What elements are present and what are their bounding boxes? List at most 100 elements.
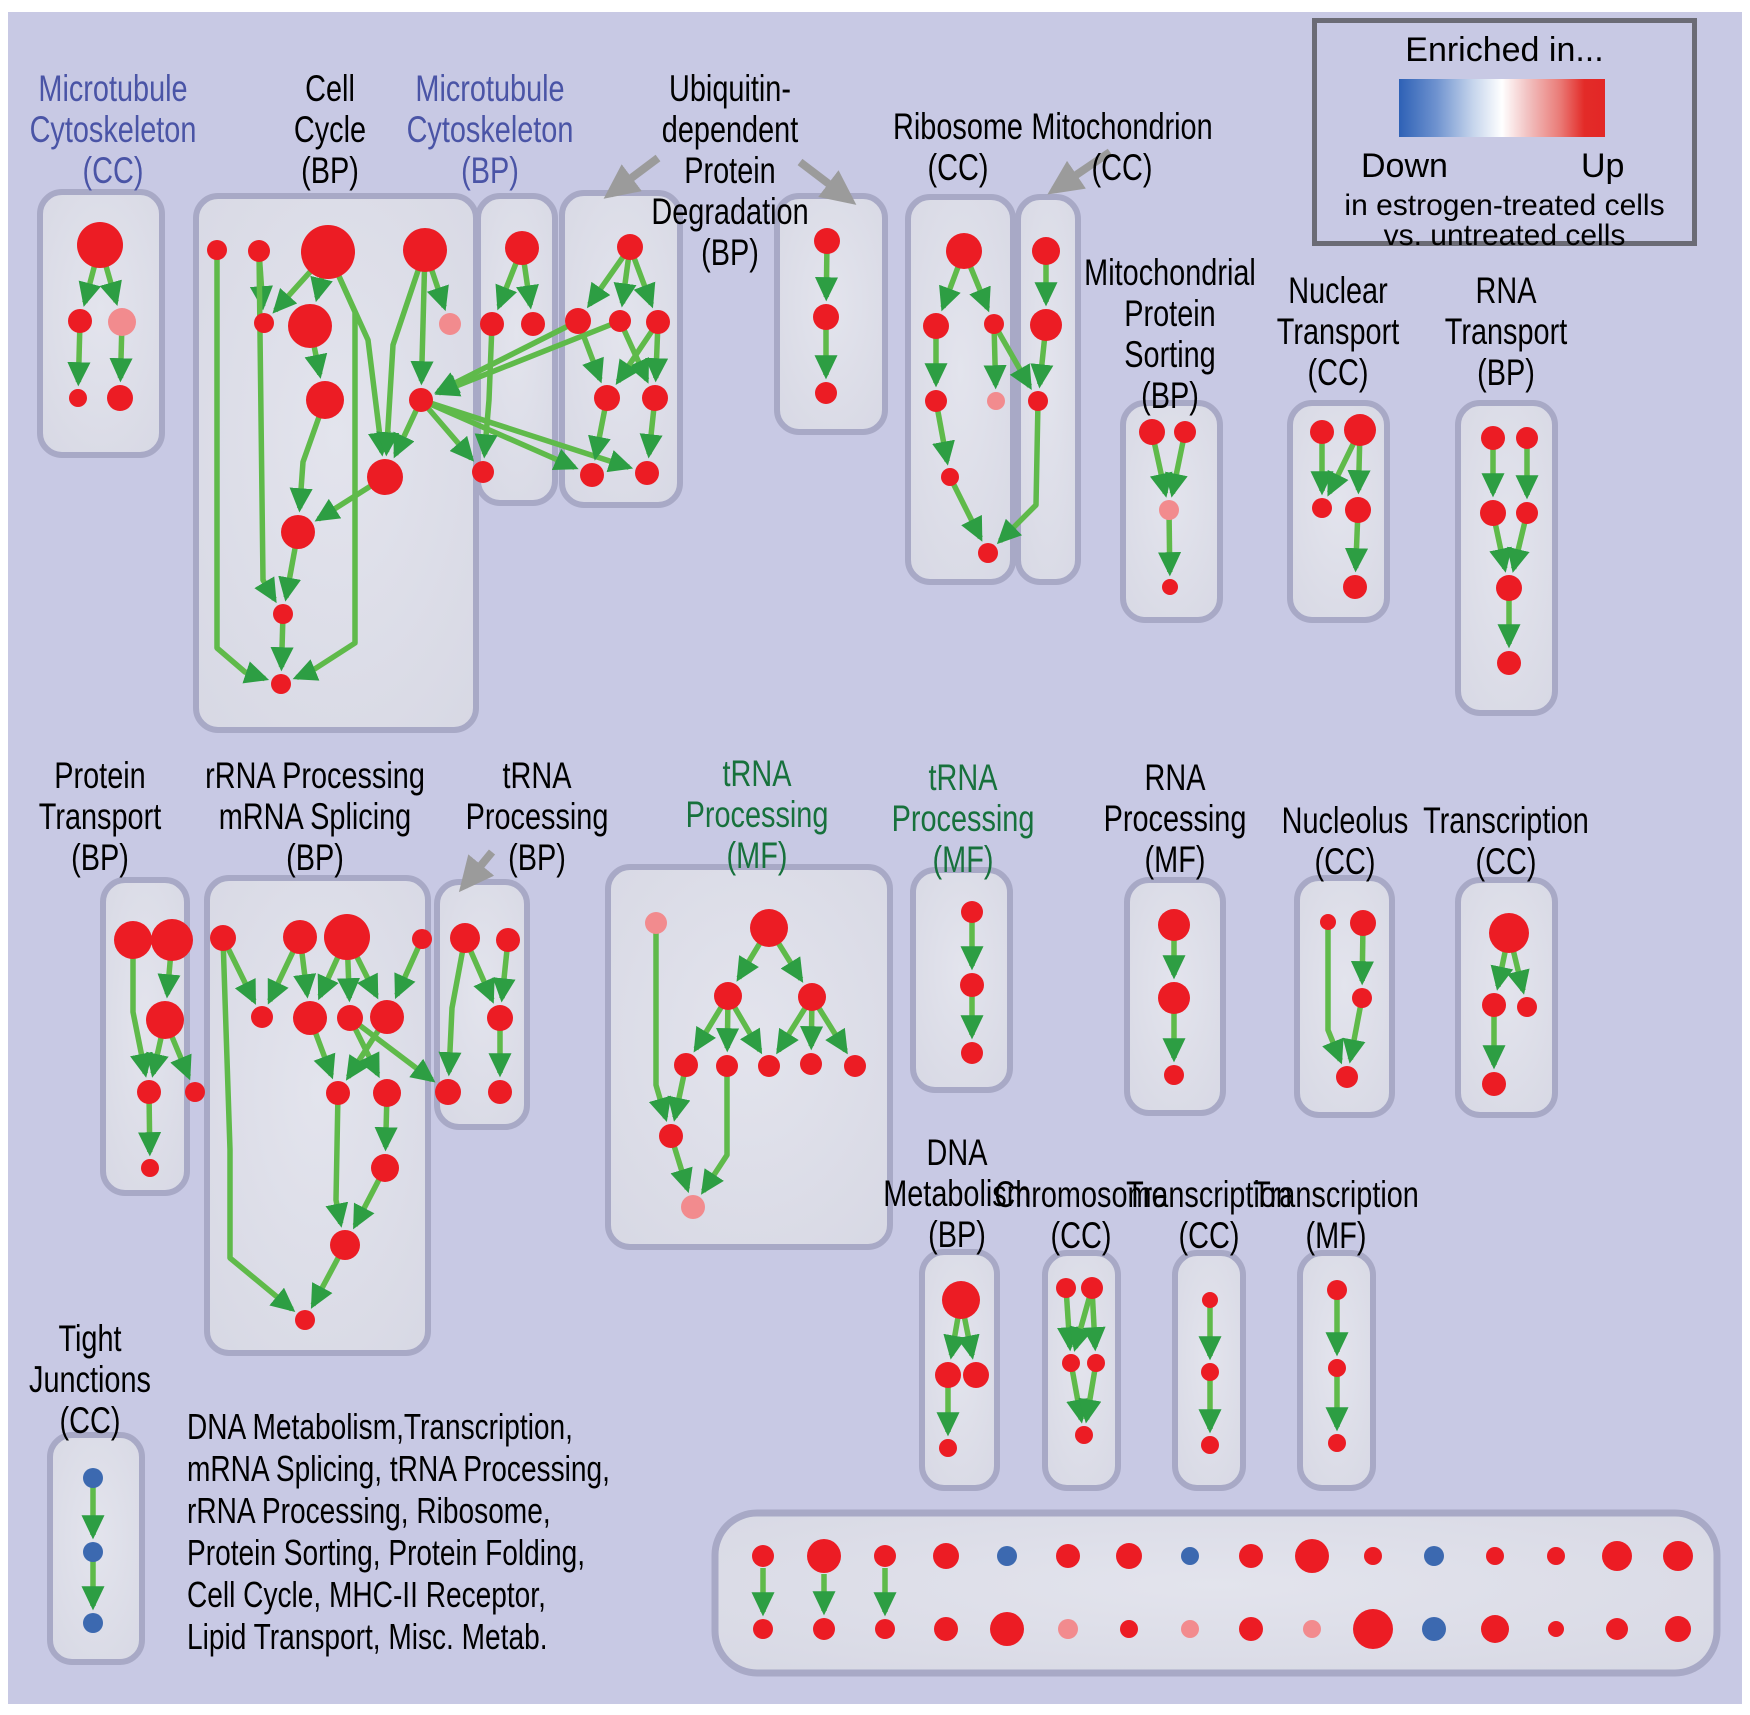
node-chrom-b <box>1075 1426 1093 1444</box>
node-tmf1-b4 <box>800 1053 822 1075</box>
node-nucl-mr <box>1352 988 1372 1008</box>
node-rrna-r9 <box>326 1081 350 1105</box>
node-grid-col7-top <box>1116 1543 1142 1569</box>
node-nucl-tl <box>1320 914 1336 930</box>
node-cc_bp-n10 <box>367 459 403 495</box>
node-tbp-t2 <box>496 928 520 952</box>
node-trcc3-m <box>1201 1363 1219 1381</box>
node-rrna-r10 <box>373 1079 401 1107</box>
edge-cc_bp-n3-to-n13 <box>292 250 358 681</box>
node-grid-col10-top <box>1295 1539 1329 1573</box>
node-grid-col7-bottom <box>1120 1620 1138 1638</box>
node-chrom-m1 <box>1062 1354 1080 1372</box>
node-trcc2-mr <box>1517 997 1537 1017</box>
node-mt_bp-m1 <box>480 312 504 336</box>
cluster-box-mt_cc <box>37 189 165 458</box>
node-nucl-b <box>1336 1066 1358 1088</box>
node-grid-col11-bottom <box>1353 1609 1393 1649</box>
node-rib-pk <box>987 392 1005 410</box>
cluster-box-nucl <box>1294 875 1395 1118</box>
node-cc_bp-n11 <box>281 515 315 549</box>
edge-mt_bp-m1-to-b <box>474 323 498 459</box>
edge-rib-mr-to-pk <box>983 323 1007 390</box>
node-chrom-m2 <box>1087 1354 1105 1372</box>
legend-down-label: Down <box>1361 147 1448 185</box>
node-trcc2-ml <box>1482 993 1506 1017</box>
node-grid-col4-top <box>933 1543 959 1569</box>
node-mps-b <box>1162 579 1178 595</box>
node-rib-lo <box>941 468 959 486</box>
edge-tbp-t1-to-b1 <box>438 937 468 1077</box>
edge-rrna-r7-to-tbp_b1 <box>348 1015 436 1083</box>
edge-cc_bp-n2-to-n12 <box>254 250 277 604</box>
node-rrna-r1 <box>210 925 236 951</box>
cluster-box-rrna <box>204 875 431 1356</box>
node-rnat-c <box>1496 575 1522 601</box>
node-ubi2-b <box>813 304 839 330</box>
node-mt_cc-a <box>77 222 123 268</box>
node-chrom-t1 <box>1056 1278 1076 1298</box>
node-prot-d <box>137 1080 161 1104</box>
node-cc_bp-n5 <box>254 313 274 333</box>
node-grid-col10-bottom <box>1303 1620 1321 1638</box>
node-mt_cc-c <box>108 308 136 336</box>
node-prot-a <box>114 921 152 959</box>
node-nuct-ml <box>1312 498 1332 518</box>
cluster-box-mixed-grid <box>711 1509 1721 1677</box>
node-mps-tl <box>1139 419 1165 445</box>
node-prot-f <box>141 1159 159 1177</box>
edge-tmf1-pk-to-lo <box>648 923 672 1123</box>
edge-nucl-mr-to-b <box>1342 997 1366 1064</box>
node-trcc2-b <box>1482 1072 1506 1096</box>
node-tmf2-c <box>961 1042 983 1064</box>
node-mito-b <box>1030 309 1062 341</box>
node-rnat-mr <box>1516 502 1538 524</box>
node-cc_bp-n7 <box>439 313 461 335</box>
node-mt_cc-b <box>68 309 92 333</box>
node-prot-e <box>185 1082 205 1102</box>
node-tj-c <box>83 1613 103 1633</box>
node-grid-col6-top <box>1056 1544 1080 1568</box>
network-nodes <box>68 222 1693 1649</box>
node-nucl-tr <box>1350 910 1376 936</box>
legend-title: Enriched in... <box>1405 31 1604 69</box>
node-mps-md <box>1159 500 1179 520</box>
node-grid-col8-top <box>1181 1547 1199 1565</box>
node-rrna-r7 <box>337 1005 363 1031</box>
node-rib-bt <box>978 543 998 563</box>
node-tbp-b1 <box>435 1079 461 1105</box>
node-trcc2-big <box>1489 913 1529 953</box>
node-grid-col11-top <box>1364 1547 1382 1565</box>
node-nuct-b <box>1343 575 1367 599</box>
node-mt_cc-d <box>69 389 87 407</box>
node-grid-col2-top <box>807 1539 841 1573</box>
node-rrna-r6 <box>293 1001 327 1035</box>
node-tmf1-ml <box>714 982 742 1010</box>
node-ubi-t <box>617 234 643 260</box>
edge-chrom-m2-to-b <box>1078 1362 1102 1424</box>
label-pointer-arrows <box>458 148 1113 893</box>
node-grid-col16-top <box>1663 1541 1693 1571</box>
node-rib-ll <box>925 390 947 412</box>
node-tmf1-bp <box>681 1195 705 1219</box>
node-prot-b <box>151 919 193 961</box>
legend-subtitle-line1: in estrogen-treated cells <box>1344 189 1665 222</box>
node-rrna-r13 <box>295 1310 315 1330</box>
node-tbp-md <box>487 1005 513 1031</box>
edge-cc_bp-n1-to-n13 <box>214 250 270 684</box>
node-nuct-mr <box>1345 497 1371 523</box>
node-trmf-m <box>1328 1359 1346 1377</box>
node-mt_bp-b <box>472 461 494 483</box>
edge-tmf1-b2-to-bp <box>700 1066 730 1195</box>
edge-nucl-tl-to-b <box>1322 922 1344 1065</box>
edge-rib-lo-to-bt <box>947 475 983 542</box>
edge-cc_bp-n9-to-ubi_b1 <box>419 397 579 471</box>
node-cc_bp-n12 <box>273 604 293 624</box>
node-tmf1-pk <box>645 912 667 934</box>
node-nuct-tr <box>1344 414 1376 446</box>
node-grid-col16-bottom <box>1665 1616 1691 1642</box>
node-rrna-r8 <box>370 1000 404 1034</box>
node-grid-col14-bottom <box>1548 1621 1564 1637</box>
node-nuct-tl <box>1310 420 1334 444</box>
